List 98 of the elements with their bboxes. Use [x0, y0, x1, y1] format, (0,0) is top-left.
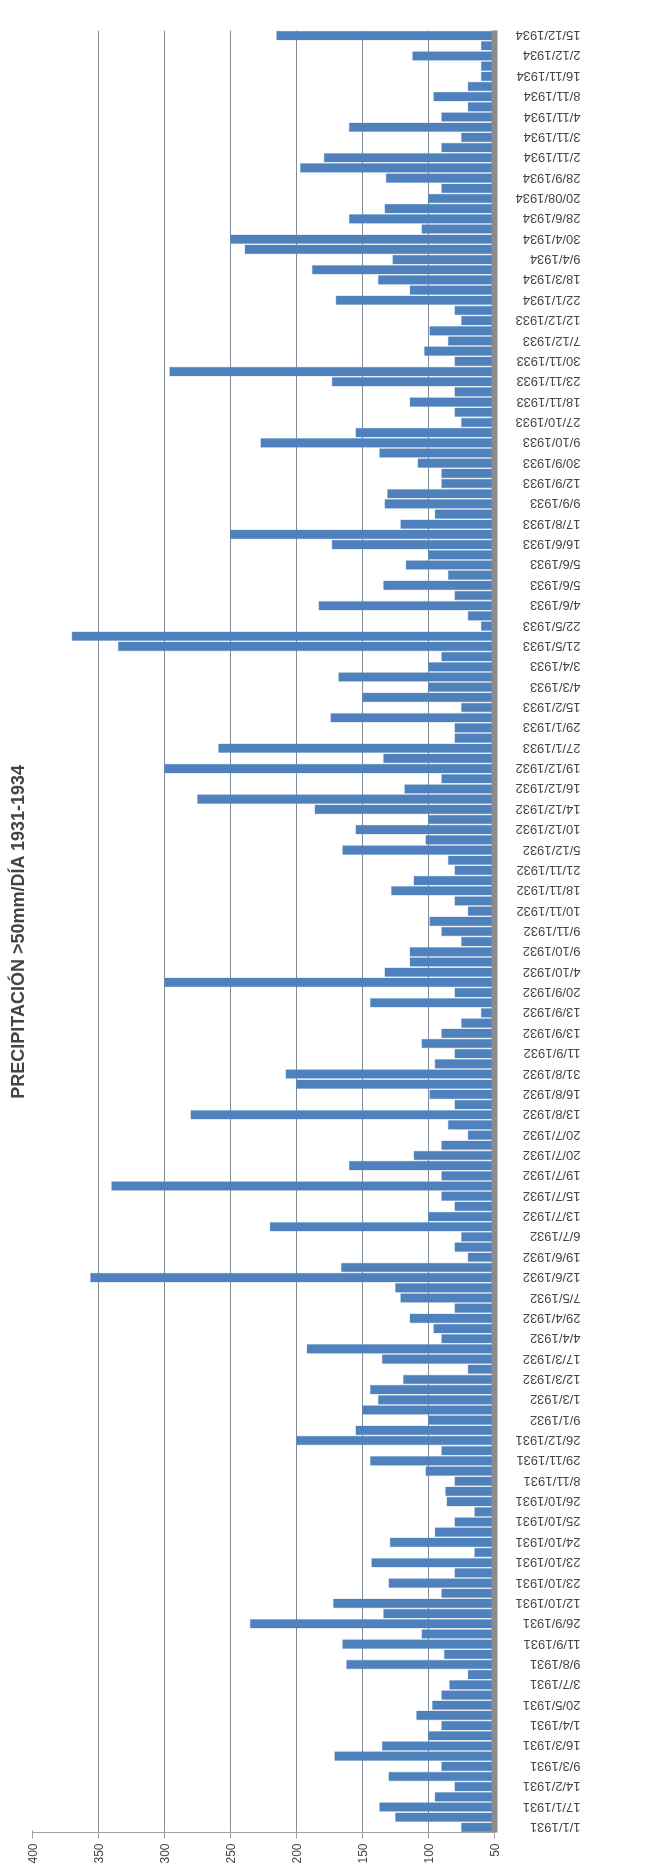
y-tick-label: 7/12/1933 — [522, 333, 581, 349]
y-tick-label: 4/4/1932 — [529, 1331, 581, 1347]
y-tick-label: 13/9/1932 — [522, 1005, 581, 1021]
y-tick-label: 29/11/1931 — [516, 1453, 581, 1469]
y-tick-label: 17/1/1931 — [522, 1799, 581, 1815]
y-tick-label: 30/4/1934 — [522, 231, 581, 247]
y-tick-label: 4/6/1933 — [529, 598, 581, 614]
y-tick-label: 12/6/1932 — [522, 1270, 581, 1286]
y-tick-label: 18/3/1934 — [522, 272, 581, 288]
y-tick-label: 9/1/1932 — [529, 1412, 581, 1428]
y-tick-label: 8/11/1931 — [523, 1473, 581, 1489]
y-tick-label: 17/8/1933 — [522, 516, 581, 532]
y-tick-label: 7/5/1932 — [529, 1290, 581, 1306]
y-tick-label: 25/10/1931 — [515, 1514, 581, 1530]
y-tick-label: 11/9/1932 — [523, 1046, 581, 1062]
y-tick-label: 22/5/1933 — [522, 618, 581, 634]
y-tick-label: 27/1/1933 — [522, 740, 581, 756]
y-tick-label: 16/12/1932 — [515, 781, 581, 797]
y-tick-label: 16/3/1931 — [522, 1738, 581, 1754]
y-tick-label: 20/9/1932 — [522, 985, 581, 1001]
x-tick-label: 400 — [26, 1843, 40, 1864]
y-tick-label: 1/1/1931 — [529, 1819, 581, 1835]
y-tick-label: 1/3/1932 — [529, 1392, 581, 1408]
y-tick-label: 12/12/1933 — [515, 313, 581, 329]
y-tick-label: 20/7/1932 — [522, 1127, 581, 1143]
y-tick-label: 9/9/1933 — [529, 496, 581, 512]
y-tick-label: 18/11/1932 — [516, 883, 581, 899]
y-tick-label: 11/9/1931 — [523, 1636, 581, 1652]
y-tick-label: 16/8/1932 — [522, 1086, 581, 1102]
y-tick-label: 5/12/1932 — [522, 842, 581, 858]
y-tick-label: 15/7/1932 — [522, 1188, 581, 1204]
x-tick-label: 300 — [158, 1843, 172, 1864]
x-tick-label: 150 — [356, 1843, 370, 1864]
y-tick-label: 1/4/1931 — [529, 1718, 581, 1734]
x-tick-label: 100 — [422, 1843, 436, 1864]
y-tick-label: 28/6/1934 — [522, 211, 581, 227]
y-tick-label: 5/6/1933 — [529, 577, 581, 593]
y-tick-label: 16/11/1934 — [516, 68, 581, 84]
y-tick-label: 13/8/1932 — [522, 1107, 581, 1123]
y-tick-label: 19/6/1932 — [522, 1249, 581, 1265]
y-tick-label: 29/4/1932 — [522, 1310, 581, 1326]
y-tick-label: 26/12/1931 — [515, 1433, 581, 1449]
y-tick-label: 20/08/1934 — [515, 190, 581, 206]
y-tick-label: 23/10/1931 — [515, 1575, 581, 1591]
x-tick-label: 350 — [92, 1843, 106, 1864]
text: PRECIPITACIÓN >50mm/DÍA 1931-1934 — [6, 765, 28, 1099]
y-tick-label: 3/7/1931 — [529, 1677, 581, 1693]
y-tick-label: 21/11/1932 — [516, 862, 581, 878]
y-tick-label: 12/10/1931 — [515, 1595, 581, 1611]
y-tick-label: 4/3/1933 — [529, 679, 581, 695]
y-tick-label: 19/7/1932 — [522, 1168, 581, 1184]
y-tick-label: 23/10/1931 — [515, 1555, 581, 1571]
y-tick-label: 22/1/1934 — [522, 292, 581, 308]
y-tick-label: 23/11/1933 — [516, 374, 581, 390]
y-tick-label: 26/9/1931 — [522, 1616, 581, 1632]
y-tick-label: 16/6/1933 — [522, 537, 581, 553]
y-tick-label: 10/12/1932 — [515, 822, 581, 838]
y-tick-label: 26/10/1931 — [515, 1494, 581, 1510]
y-tick-label: 9/11/1932 — [523, 924, 581, 939]
y-tick-label: 8/11/1934 — [523, 89, 581, 105]
y-tick-label: 15/2/1933 — [522, 700, 581, 716]
y-tick-label: 19/12/1932 — [515, 761, 581, 777]
y-tick-label: 9/10/1932 — [522, 944, 581, 960]
y-tick-label: 12/9/1933 — [522, 476, 581, 492]
y-tick-label: 13/9/1932 — [522, 1025, 581, 1041]
y-tick-label: 2/11/1934 — [523, 150, 581, 166]
x-tick-label: 250 — [224, 1843, 238, 1864]
y-tick-label: 31/8/1932 — [522, 1066, 581, 1082]
y-tick-label: 3/11/1934 — [523, 129, 581, 145]
y-tick-label: 9/3/1931 — [529, 1758, 581, 1774]
y-tick-label: 10/11/1932 — [516, 903, 581, 919]
y-tick-label: 3/4/1933 — [529, 659, 581, 675]
y-tick-label: 20/5/1931 — [522, 1697, 581, 1713]
y-tick-label: 27/10/1933 — [515, 414, 581, 430]
y-tick-label: 9/8/1931 — [529, 1657, 581, 1673]
y-tick-label: 24/10/1931 — [515, 1534, 581, 1550]
y-tick-label: 17/3/1932 — [522, 1351, 581, 1367]
y-tick-label: 18/11/1933 — [516, 394, 581, 410]
y-tick-label: 20/7/1932 — [522, 1147, 581, 1163]
y-tick-label: 15/12/1934 — [515, 28, 581, 44]
y-tick-label: 29/1/1933 — [522, 720, 581, 736]
y-tick-label: 14/12/1932 — [515, 801, 581, 817]
y-tick-label: 4/10/1932 — [522, 964, 581, 980]
y-tick-label: 30/9/1933 — [522, 455, 581, 471]
y-tick-label: 28/9/1934 — [522, 170, 581, 186]
y-tick-label: 14/2/1931 — [522, 1779, 581, 1795]
y-tick-label: 12/3/1932 — [522, 1371, 581, 1387]
y-tick-label: 2/12/1934 — [522, 48, 581, 64]
y-tick-label: 5/6/1933 — [529, 557, 581, 573]
y-tick-label: 9/4/1934 — [529, 252, 581, 268]
x-tick-label: 200 — [290, 1843, 304, 1864]
x-tick-label: 50 — [488, 1843, 502, 1857]
y-tick-label: 21/5/1933 — [522, 638, 581, 654]
y-tick-label: 6/7/1932 — [529, 1229, 581, 1245]
y-tick-label: 9/10/1933 — [522, 435, 581, 451]
y-tick-label: 4/11/1934 — [523, 109, 581, 125]
y-tick-label: 13/7/1932 — [522, 1209, 581, 1225]
y-tick-label: 30/11/1933 — [516, 353, 581, 369]
